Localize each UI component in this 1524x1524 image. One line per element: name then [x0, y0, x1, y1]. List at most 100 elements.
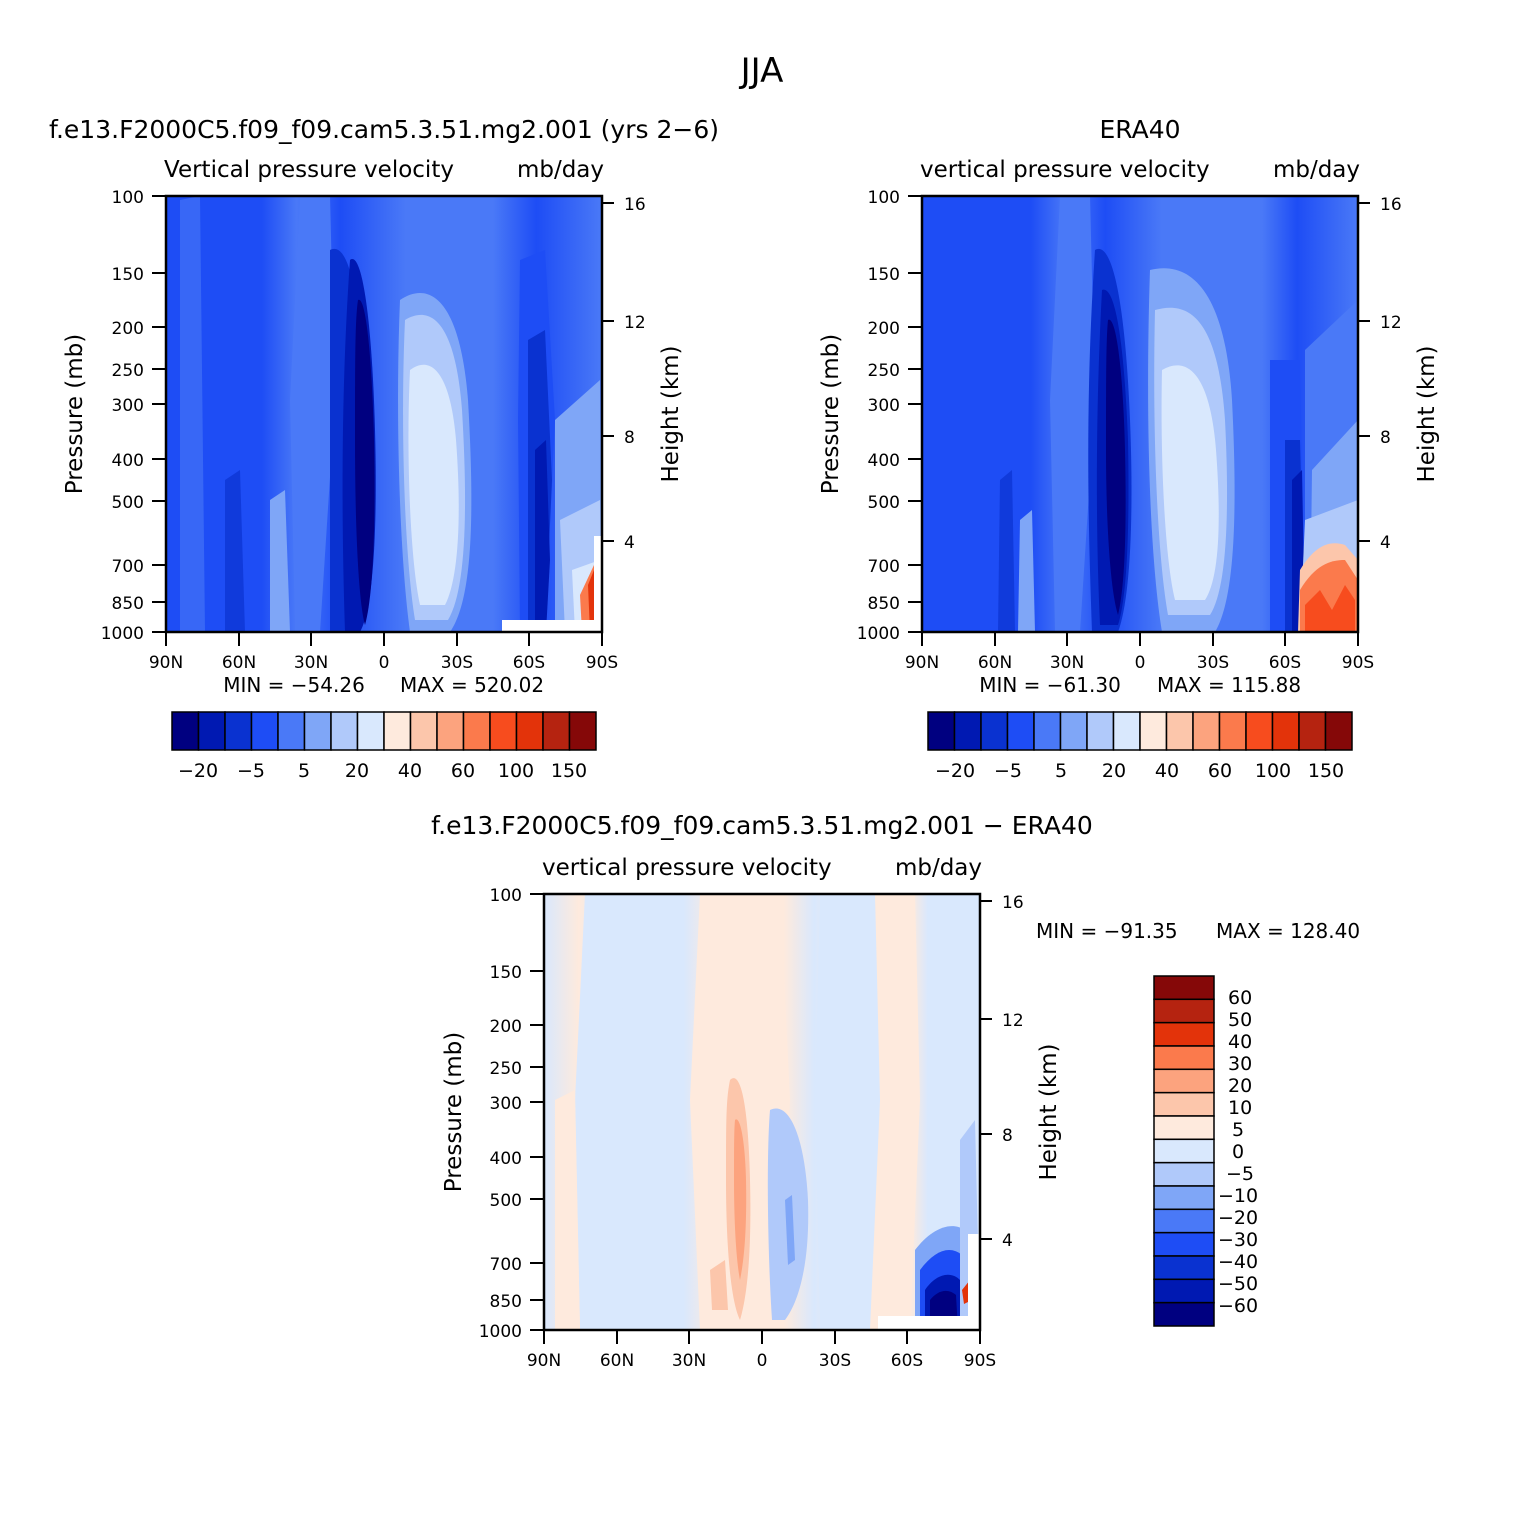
model-y-tick: 1000 — [101, 624, 144, 644]
obs-y-tick: 850 — [868, 594, 900, 614]
obs-colorbar-swatch — [1245, 711, 1274, 751]
diff-y-tick: 300 — [490, 1094, 522, 1114]
model-colorbar-swatch — [489, 711, 518, 751]
diff-colorbar-label: 60 — [1228, 987, 1252, 1009]
obs-y-tick: 100 — [868, 188, 900, 208]
diff-colorbar — [1153, 975, 1215, 1327]
model-colorbar — [171, 711, 597, 751]
diff-colorbar-label: −10 — [1218, 1185, 1258, 1207]
model-colorbar-swatch — [409, 711, 438, 751]
model-colorbar-swatch — [356, 711, 385, 751]
diff-y2-tick: 8 — [1002, 1126, 1013, 1146]
model-case-title: f.e13.F2000C5.f09_f09.cam5.3.51.mg2.001 … — [49, 115, 719, 144]
obs-colorbar-label: 5 — [1055, 760, 1067, 782]
model-x-tick: 30S — [441, 653, 473, 673]
obs-colorbar-swatch — [1059, 711, 1088, 751]
model-y-tick: 150 — [112, 265, 144, 285]
obs-colorbar-swatch — [1218, 711, 1247, 751]
model-x-tick: 30N — [294, 653, 328, 673]
model-colorbar-label: 150 — [551, 760, 587, 782]
obs-colorbar-swatch — [1324, 711, 1353, 751]
figure-title: JJA — [739, 51, 784, 91]
model-y2-tick: 4 — [624, 533, 635, 553]
diff-x-tick: 60S — [891, 1351, 923, 1371]
obs-colorbar-label: 60 — [1208, 760, 1232, 782]
model-y2-tick: 12 — [624, 313, 646, 333]
model-min-label: MIN = −54.26 — [223, 673, 365, 697]
obs-y-tick: 1000 — [857, 624, 900, 644]
obs-y-tick: 500 — [868, 493, 900, 513]
diff-y-tick: 400 — [490, 1149, 522, 1169]
diff-colorbar-label: 10 — [1228, 1097, 1252, 1119]
model-x-tick: 60N — [222, 653, 256, 673]
obs-x-tick: 30S — [1197, 653, 1229, 673]
diff-y-tick: 500 — [490, 1191, 522, 1211]
model-colorbar-label: 100 — [498, 760, 534, 782]
obs-colorbar-swatch — [980, 711, 1009, 751]
obs-colorbar-label: 150 — [1308, 760, 1344, 782]
diff-colorbar-swatch — [1153, 1231, 1215, 1257]
obs-y-tick: 300 — [868, 396, 900, 416]
diff-colorbar-swatch — [1153, 1138, 1215, 1164]
obs-colorbar-label: −5 — [994, 760, 1022, 782]
diff-variable-title: vertical pressure velocity — [542, 855, 832, 881]
diff-colorbar-label: −60 — [1218, 1295, 1258, 1317]
obs-colorbar-label: −20 — [935, 760, 975, 782]
diff-colorbar-label: 30 — [1228, 1053, 1252, 1075]
model-y-tick: 300 — [112, 396, 144, 416]
model-y-tick: 850 — [112, 594, 144, 614]
model-x-tick: 90S — [586, 653, 618, 673]
obs-colorbar-swatch — [1165, 711, 1194, 751]
obs-y2-tick: 16 — [1380, 195, 1402, 215]
diff-colorbar-label: 50 — [1228, 1009, 1252, 1031]
obs-x-tick: 90S — [1342, 653, 1374, 673]
obs-x-tick: 60S — [1269, 653, 1301, 673]
diff-x-tick: 30N — [672, 1351, 706, 1371]
diff-x-tick: 0 — [757, 1351, 768, 1371]
diff-colorbar-swatch — [1153, 1021, 1215, 1047]
obs-units: mb/day — [1273, 157, 1360, 183]
model-x-tick: 60S — [513, 653, 545, 673]
obs-y-tick: 200 — [868, 319, 900, 339]
diff-colorbar-swatch — [1153, 1091, 1215, 1117]
obs-case-title: ERA40 — [1099, 115, 1180, 144]
model-variable-title: Vertical pressure velocity — [164, 157, 454, 183]
model-colorbar-swatch — [250, 711, 279, 751]
obs-max-label: MAX = 115.88 — [1157, 673, 1301, 697]
model-y2-tick: 16 — [624, 195, 646, 215]
diff-y-tick: 150 — [490, 963, 522, 983]
model-y2-axis-label: Height (km) — [658, 345, 684, 482]
diff-y2-tick: 4 — [1002, 1231, 1013, 1251]
diff-units: mb/day — [895, 855, 982, 881]
panel-difference: f.e13.F2000C5.f09_f09.cam5.3.51.mg2.001 … — [431, 811, 1360, 1371]
diff-colorbar-label: −40 — [1218, 1251, 1258, 1273]
obs-colorbar-swatch — [1006, 711, 1035, 751]
model-colorbar-swatch — [515, 711, 544, 751]
model-colorbar-label: −5 — [237, 760, 265, 782]
diff-colorbar-label: 5 — [1232, 1119, 1244, 1141]
model-colorbar-label: 20 — [345, 760, 369, 782]
obs-colorbar-swatch — [1139, 711, 1168, 751]
diff-colorbar-label: −20 — [1218, 1207, 1258, 1229]
diff-y2-tick: 12 — [1002, 1011, 1024, 1031]
diff-colorbar-label: 0 — [1232, 1141, 1244, 1163]
obs-y2-tick: 4 — [1380, 533, 1391, 553]
diff-colorbar-swatch — [1153, 975, 1215, 1001]
obs-x-tick: 30N — [1050, 653, 1084, 673]
diff-y-tick: 250 — [490, 1059, 522, 1079]
model-colorbar-label: 5 — [298, 760, 310, 782]
obs-colorbar-swatch — [1086, 711, 1115, 751]
diff-colorbar-swatch — [1153, 1161, 1215, 1187]
diff-colorbar-label: −5 — [1226, 1163, 1254, 1185]
model-colorbar-swatch — [303, 711, 332, 751]
obs-y2-axis-label: Height (km) — [1414, 345, 1440, 482]
model-colorbar-swatch — [224, 711, 253, 751]
model-colorbar-swatch — [436, 711, 465, 751]
model-colorbar-swatch — [542, 711, 571, 751]
obs-colorbar-swatch — [927, 711, 956, 751]
model-x-tick: 0 — [379, 653, 390, 673]
diff-x-tick: 60N — [600, 1351, 634, 1371]
obs-contour-field — [922, 196, 1358, 632]
diff-y-tick: 700 — [490, 1255, 522, 1275]
obs-colorbar-swatch — [1112, 711, 1141, 751]
